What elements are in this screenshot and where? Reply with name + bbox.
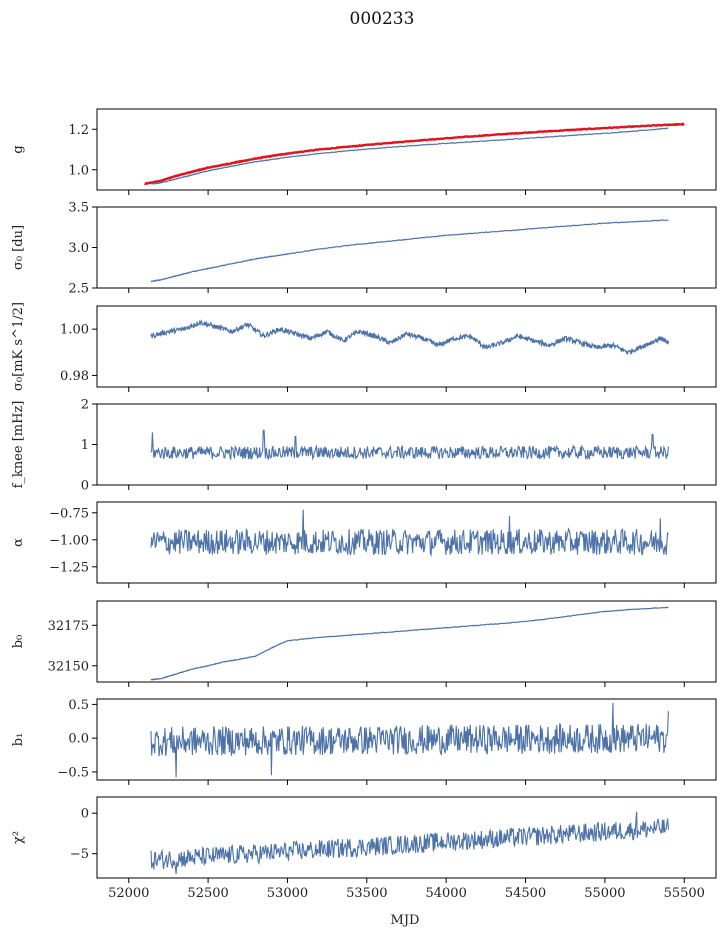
y-tick-label: 0.98: [60, 369, 89, 384]
panel-4: 0 1 2 f_knee [mHz]: [11, 398, 717, 494]
panel-frame: [96, 600, 717, 683]
series-line-1: [150, 219, 669, 283]
x-tick-label: 52000: [108, 886, 149, 901]
panel-7: −0.5 0.0 0.5 b₁: [11, 698, 717, 785]
x-axis-label: MJD: [391, 913, 420, 928]
panel-frame: [96, 796, 717, 879]
y-axis-label: b₀: [11, 635, 26, 649]
y-tick-label: 2: [81, 398, 89, 413]
y-tick-label: −0.75: [49, 506, 89, 521]
y-axis-label: b₁: [11, 733, 26, 747]
y-tick-label: −0.5: [57, 765, 89, 780]
series-line-2: [151, 127, 669, 185]
x-tick-label: 53500: [346, 886, 387, 901]
figure-title: 000233: [350, 9, 415, 29]
y-tick-label: −1.00: [49, 533, 89, 548]
series-line: [150, 429, 669, 461]
y-axis-label: σ₀ [du]: [11, 225, 26, 270]
y-tick-label: 0.5: [68, 698, 89, 713]
x-tick-label: 54000: [425, 886, 466, 901]
x-tick-label: 55000: [584, 886, 625, 901]
series-line: [150, 811, 669, 875]
panel-frame: [96, 403, 717, 486]
panel-frame: [96, 206, 717, 289]
panels: 1.0 1.2 g 2.5 3.0 3.5 σ₀ [du] 0.98 1.00 σ₀[mK s^1…: [11, 108, 717, 901]
y-tick-label: 1.0: [68, 163, 89, 178]
y-tick-label: 3.0: [68, 241, 89, 256]
y-axis-label: α: [11, 538, 26, 547]
y-axis-label: g: [11, 145, 26, 153]
y-tick-label: 32150: [48, 659, 89, 674]
y-tick-label: 1.2: [68, 123, 89, 138]
series-line-1: [150, 606, 669, 681]
panel-1: 1.0 1.2 g: [11, 108, 717, 195]
panel-8: 52000 52500 53000 53500 54000 54500 55000 55500…: [11, 796, 717, 901]
y-tick-label: −1.25: [49, 560, 89, 575]
y-tick-label: 1: [81, 438, 89, 453]
x-tick-label: 54500: [505, 886, 546, 901]
y-axis-label: χ²: [11, 831, 26, 844]
panel-frame: [96, 108, 717, 191]
panel-6: 32150 32175 b₀: [11, 600, 717, 687]
y-tick-label: 3.5: [68, 201, 89, 216]
y-tick-label: 2.5: [68, 282, 89, 297]
panel-frame: [96, 501, 717, 584]
y-tick-label: 0.0: [68, 732, 89, 747]
panel-2: 2.5 3.0 3.5 σ₀ [du]: [11, 201, 717, 297]
y-tick-label: 32175: [48, 619, 89, 634]
y-axis-label: f_knee [mHz]: [11, 401, 26, 489]
series-line-1: [144, 122, 685, 186]
x-tick-label: 55500: [664, 886, 705, 901]
series-line: [150, 702, 669, 778]
panel-5: −1.25 −1.00 −0.75 α: [11, 501, 717, 588]
panel-3: 0.98 1.00 σ₀[mK s^1/2]: [11, 302, 717, 392]
y-axis-label: σ₀[mK s^1/2]: [11, 302, 26, 391]
x-tick-label: 53000: [267, 886, 308, 901]
series-line: [150, 509, 669, 557]
y-tick-label: −5: [70, 847, 89, 862]
series-line-1: [150, 319, 669, 356]
panel-frame: [96, 698, 717, 781]
y-tick-label: 0: [81, 479, 89, 494]
panel-frame: [96, 305, 717, 388]
x-tick-label: 52500: [187, 886, 228, 901]
y-tick-label: 0: [81, 807, 89, 822]
y-tick-label: 1.00: [60, 323, 89, 338]
